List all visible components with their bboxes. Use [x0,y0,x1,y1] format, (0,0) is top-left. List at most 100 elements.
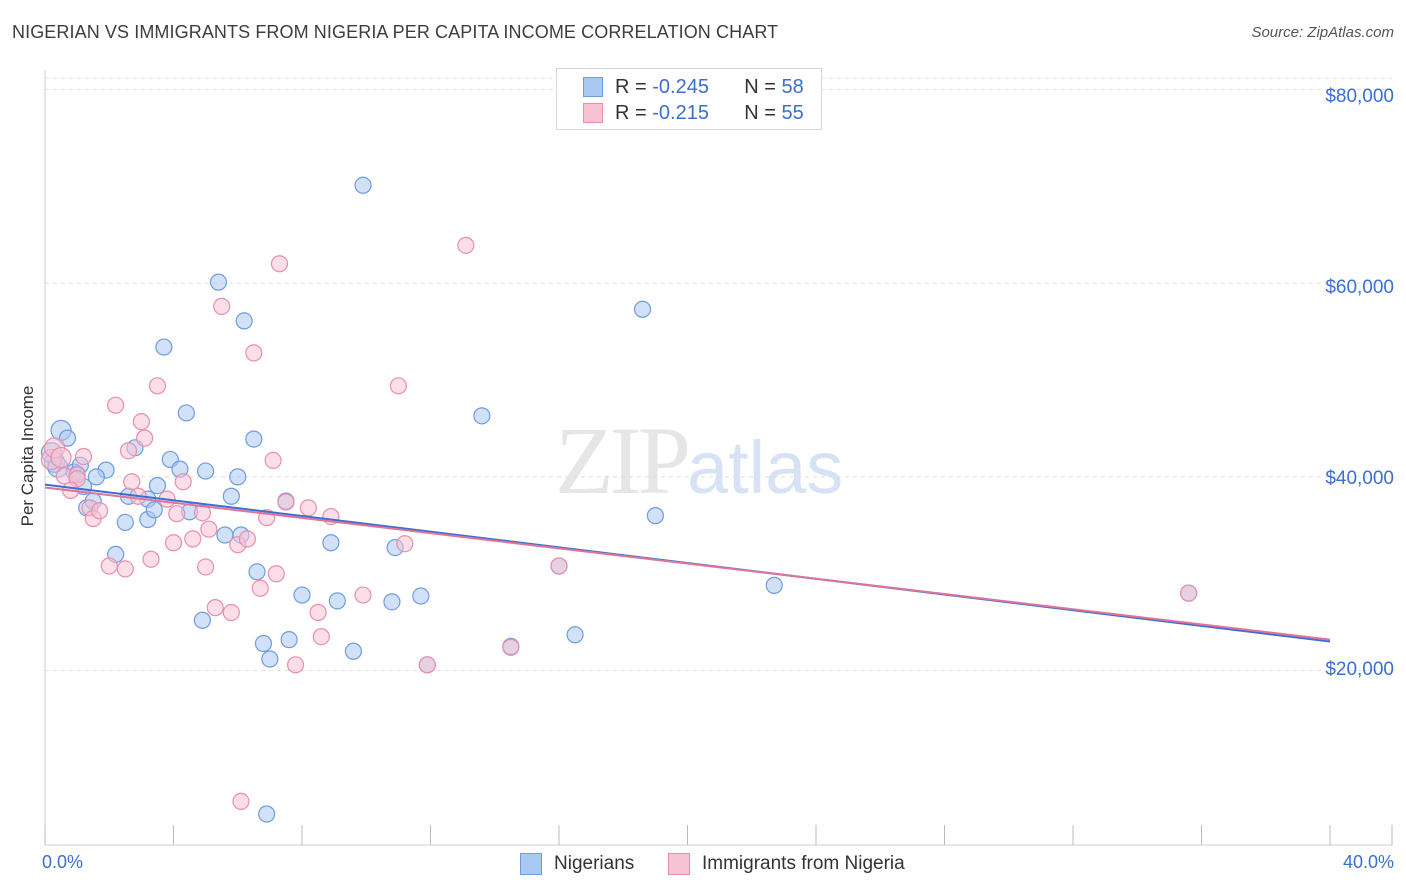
immigrants-point [148,377,167,395]
immigrants-point [200,520,218,538]
immigrants-point [164,534,183,552]
immigrants-point [1180,584,1198,602]
legend-r-value: -0.245 [652,75,709,98]
nigerians-point [354,176,372,194]
legend-n-value: 58 [781,75,804,98]
y-tick-label-80000: $80,000 [1325,86,1394,107]
immigrants-point [142,550,160,568]
nigerians-point [254,634,273,653]
bottom-legend-label-immigrants: Immigrants from Nigeria [702,853,905,874]
immigrants-point [213,297,231,315]
immigrants-point [309,603,327,622]
legend-r-label: R = [615,101,647,124]
immigrants-point [270,255,289,273]
legend-n-label: N = [744,75,776,98]
bottom-legend-swatch-immigrants [668,853,690,875]
immigrants-point [91,502,109,520]
immigrants-point [123,473,141,491]
nigerians-point [248,563,266,581]
chart-title: NIGERIAN VS IMMIGRANTS FROM NIGERIA PER … [12,22,779,42]
immigrants-point [299,499,318,517]
legend-swatch-nigerians [583,77,603,97]
immigrants-point [238,530,256,548]
nigerians-point [328,592,346,610]
bottom-legend-label-nigerians: Nigerians [554,853,635,874]
immigrants-point [100,557,118,575]
immigrants-point [264,451,282,470]
legend-swatch-immigrants [583,103,603,123]
nigerians-point [193,611,212,629]
immigrants-point [312,628,330,646]
immigrants-point [174,473,192,491]
nigerians-point [229,468,247,486]
legend-r-value: -0.215 [652,101,709,124]
nigerians-point [344,642,362,660]
nigerians-point [633,300,652,318]
immigrants-point [107,396,125,414]
nigerians-point [145,501,163,519]
immigrants-point [206,599,224,617]
correlation-legend: R = -0.245 N = 58 R = -0.215 N = 55 [556,68,822,130]
x-tick-label-min: 0.0% [42,852,84,872]
legend-n-label: N = [744,101,776,124]
nigerians-point [383,593,401,611]
x-tick-label-max: 40.0% [1342,852,1394,872]
nigerians-point [245,430,263,448]
immigrants-point [135,429,154,447]
nigerians-point [280,631,298,649]
nigerians-point [222,487,240,505]
nigerians-point [87,468,106,486]
immigrants-point [418,656,436,674]
immigrants-point [197,558,215,576]
nigerians-point [116,513,134,532]
immigrants-point [119,442,138,460]
nigerians-point [177,404,195,422]
immigrants-point [396,535,414,553]
legend-row-immigrants: R = -0.215 N = 55 [583,101,804,125]
bottom-legend-immigrants: Immigrants from Nigeria [668,852,905,876]
watermark-zip: ZIP [555,407,691,514]
source-credit: Source: ZipAtlas.com [1251,24,1394,41]
legend-row-nigerians: R = -0.245 N = 58 [583,75,804,99]
immigrants-point [267,565,285,583]
immigrants-point [550,557,568,575]
immigrants-point [457,236,475,254]
y-tick-label-40000: $40,000 [1325,468,1394,489]
immigrants-point [389,377,407,395]
immigrants-point [74,447,93,466]
nigerians-point [646,507,664,525]
nigerians-point [765,576,783,594]
immigrants-point [132,413,150,431]
immigrants-point [222,603,240,622]
nigerians-point [235,312,253,330]
immigrants-point [50,446,72,469]
immigrants-point [168,505,186,523]
immigrants-point [502,638,520,656]
nigerians-point [209,273,228,291]
immigrants-trendline [44,486,1331,641]
nigerians-point [293,586,311,604]
immigrants-point [286,656,305,674]
y-tick-label-20000: $20,000 [1325,659,1394,680]
immigrants-point [184,530,202,548]
nigerians-point [261,650,279,668]
immigrants-point [232,792,250,811]
nigerians-point [566,626,584,644]
nigerians-point [258,805,276,823]
nigerians-point [322,534,340,552]
legend-r-label: R = [615,75,647,98]
immigrants-point [277,493,295,511]
y-tick-label-60000: $60,000 [1325,277,1394,298]
immigrants-point [251,579,269,597]
legend-n-value: 55 [781,101,804,124]
nigerians-point [155,338,173,356]
watermark: ZIPatlas [555,405,843,516]
watermark-atlas: atlas [687,426,844,509]
nigerians-point [412,587,430,605]
nigerians-point [197,462,215,480]
bottom-legend-swatch-nigerians [520,853,542,875]
immigrants-point [116,560,134,578]
nigerians-point [148,476,167,495]
immigrants-point [245,344,263,362]
